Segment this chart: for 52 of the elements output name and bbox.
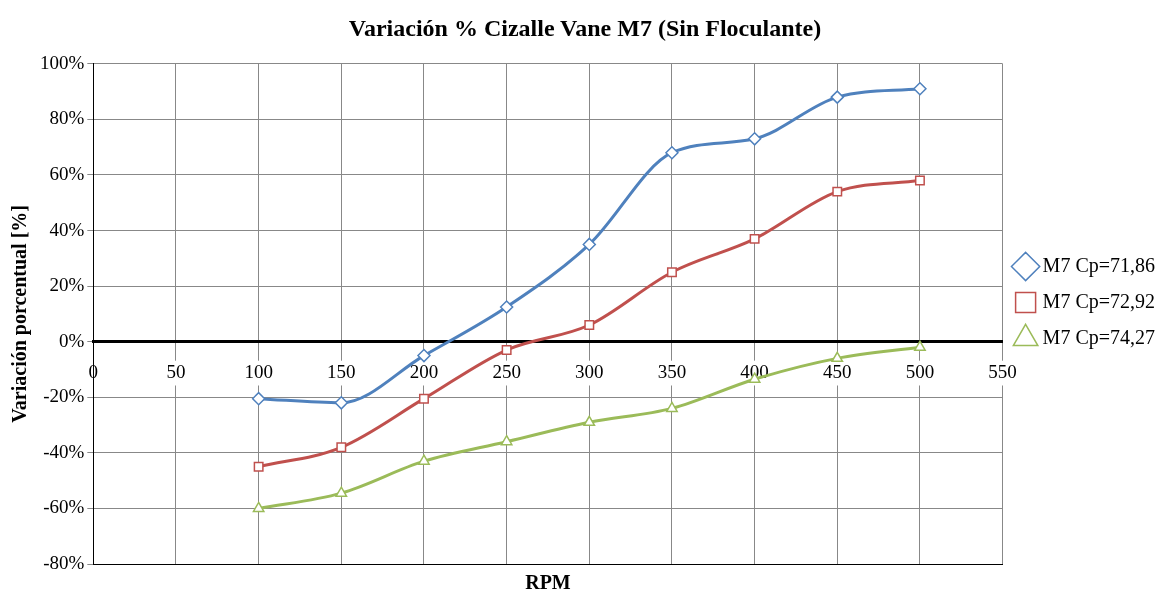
x-tick-label: 300: [575, 361, 604, 383]
y-tick-label: -80%: [43, 551, 85, 573]
y-tick-label: -40%: [43, 440, 85, 462]
point: [252, 501, 265, 513]
x-tick-label: 500: [905, 361, 935, 383]
x-tick-label: 550: [988, 361, 1017, 383]
y-tick-label: 80%: [49, 107, 85, 129]
point: [336, 442, 347, 453]
point: [747, 132, 762, 146]
legend-label: M7 Cp=71,86: [1042, 253, 1155, 277]
point: [913, 82, 927, 96]
y-axis-title: Variación porcentual [%]: [8, 205, 32, 423]
x-tick-label: 450: [823, 361, 852, 383]
point: [914, 175, 925, 186]
y-tick-label: 60%: [49, 162, 85, 184]
point: [418, 393, 429, 404]
point: [334, 396, 349, 410]
legend-label: M7 Cp=72,92: [1042, 289, 1155, 313]
point: [913, 340, 926, 351]
legend-label: M7 Cp=74,27: [1042, 325, 1155, 349]
x-tick-label: 100: [244, 361, 273, 383]
x-tick-label: 250: [492, 361, 521, 383]
point: [582, 237, 597, 252]
point: [501, 345, 512, 356]
chart-title: Variación % Cizalle Vane M7 (Sin Floculante): [348, 14, 822, 41]
point: [666, 267, 677, 278]
point: [417, 348, 431, 363]
y-tick-label: 40%: [49, 218, 85, 240]
point: [418, 454, 430, 465]
x-tick-label: 150: [327, 361, 356, 383]
point: [583, 415, 596, 427]
x-axis-title: RPM: [525, 571, 571, 594]
point: [251, 391, 266, 406]
y-tick-label: -60%: [43, 496, 85, 518]
y-tick-label: 100%: [40, 51, 85, 73]
point: [584, 320, 595, 331]
point: [499, 300, 514, 314]
point: [665, 145, 679, 160]
point: [666, 401, 678, 413]
point: [831, 351, 844, 363]
point: [253, 461, 264, 472]
x-tick-label: 200: [409, 361, 439, 383]
x-tick-label: 350: [657, 361, 687, 383]
y-tick-label: -20%: [43, 385, 85, 407]
point: [832, 186, 843, 197]
y-tick-label: 0%: [59, 329, 85, 351]
point: [500, 434, 513, 446]
point: [830, 90, 845, 104]
point: [335, 486, 348, 497]
y-tick-label: 20%: [49, 274, 85, 296]
point: [749, 233, 760, 244]
x-tick-label: 50: [166, 361, 186, 383]
